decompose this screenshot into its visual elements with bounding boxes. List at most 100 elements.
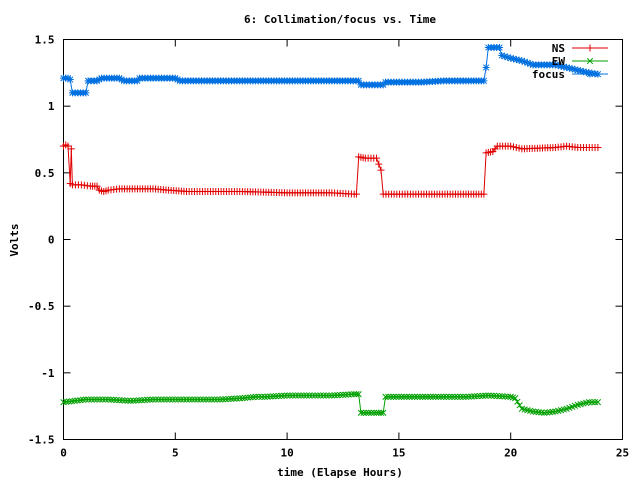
series-EW-point	[353, 391, 360, 398]
series-focus-point	[115, 74, 123, 82]
series-focus-point	[554, 62, 562, 69]
series-EW-point	[339, 391, 347, 398]
series-focus-point	[171, 74, 179, 82]
series-EW-point	[166, 396, 173, 403]
series-EW-point	[130, 397, 137, 404]
series-focus-point	[560, 63, 568, 71]
chart-title: 6: Collimation/focus vs. Time	[244, 13, 436, 26]
series-EW-point	[172, 396, 179, 403]
series-EW-point	[116, 397, 123, 404]
series-EW-point	[443, 393, 450, 400]
series-EW-point	[451, 393, 458, 400]
series-EW-point	[348, 391, 355, 398]
series-EW-point	[283, 392, 291, 399]
series-focus-point	[64, 74, 72, 82]
series-EW-point	[448, 393, 456, 400]
series-EW-point	[446, 393, 453, 400]
series-EW-point	[403, 393, 410, 400]
series-EW-point	[325, 392, 333, 399]
series-NS-point	[352, 190, 360, 198]
series-focus-point	[515, 56, 523, 64]
series-EW-point	[107, 396, 115, 403]
series-EW-point	[360, 409, 367, 416]
series-EW-point	[281, 392, 288, 399]
series-EW-point	[186, 396, 193, 403]
series-EW-point	[479, 392, 486, 399]
series-EW-point	[351, 391, 358, 398]
series-EW-point	[219, 396, 226, 403]
series-EW-group	[60, 391, 602, 416]
series-EW-point	[149, 396, 157, 403]
series-NS-point	[377, 166, 385, 174]
plot-frame	[63, 39, 623, 440]
series-EW-point	[334, 392, 341, 399]
series-focus-point	[507, 54, 515, 62]
series-focus-point	[518, 57, 526, 65]
series-NS-point	[480, 190, 488, 198]
series-EW-point	[465, 393, 472, 400]
series-EW-point	[255, 393, 262, 400]
x-axis-label: time (Elapse Hours)	[277, 466, 403, 479]
series-EW-point	[398, 393, 405, 400]
axis-ticks: 0 5 10 15 20 25 -1.5 -1 -0.5 0 0.5 1 1.5	[28, 34, 629, 460]
series-EW-point	[432, 393, 439, 400]
series-EW-point	[368, 409, 375, 416]
series-EW-point	[96, 396, 103, 403]
series-EW-point	[490, 392, 498, 399]
series-EW-point	[138, 397, 145, 404]
series-EW-point	[135, 397, 143, 404]
series-EW-point	[194, 396, 201, 403]
series-EW-point	[357, 409, 365, 416]
series-EW-point	[292, 392, 299, 399]
legend-label-NS: NS	[552, 42, 565, 55]
series-EW-point	[462, 393, 470, 400]
series-EW-point	[460, 393, 467, 400]
series-EW-point	[375, 409, 382, 416]
series-EW-point	[241, 394, 249, 402]
series-EW-point	[362, 409, 370, 416]
series-EW-point	[424, 393, 431, 400]
series-EW-point	[82, 396, 90, 403]
legend-label-focus: focus	[532, 68, 565, 81]
series-EW-point	[320, 392, 327, 399]
series-EW-point	[272, 393, 280, 400]
series-EW-point	[119, 397, 126, 404]
series-EW-point	[345, 391, 352, 398]
series-EW-point	[485, 392, 492, 399]
y-tick-label: 1	[48, 100, 55, 113]
series-EW-point	[85, 396, 92, 403]
x-tick-label: 20	[504, 447, 517, 460]
series-focus-point	[521, 58, 529, 66]
series-EW-point	[91, 396, 98, 403]
series-EW-point	[99, 396, 106, 403]
series-EW-point	[93, 396, 101, 403]
series-EW-point	[390, 393, 397, 400]
series-EW-point	[435, 393, 442, 400]
series-EW-point	[337, 391, 344, 399]
legend-marker-focus	[586, 70, 594, 78]
series-EW-point	[269, 393, 277, 400]
y-axis-label: Volts	[8, 223, 21, 256]
series-EW-point	[306, 392, 313, 399]
series-EW-point	[267, 393, 274, 400]
series-EW-point	[236, 395, 243, 402]
series-EW-point	[454, 393, 461, 400]
legend-label-EW: EW	[552, 55, 566, 68]
series-NS-point	[594, 144, 602, 151]
series-EW-point	[514, 398, 521, 405]
series-EW-point	[328, 392, 335, 399]
series-EW-point	[239, 395, 246, 402]
series-EW-point	[314, 392, 321, 399]
legend-marker-NS	[586, 44, 594, 52]
y-tick-label: -0.5	[28, 300, 55, 313]
series-EW-point	[289, 392, 296, 399]
legend-marker-EW	[586, 57, 594, 65]
series-focus-point	[563, 64, 571, 71]
series-focus-point	[565, 64, 573, 72]
series-EW-point	[228, 395, 235, 402]
series-focus-point	[504, 53, 512, 61]
series-EW-point	[342, 391, 349, 398]
series-EW-point	[380, 409, 387, 416]
series-focus-point	[582, 68, 590, 76]
